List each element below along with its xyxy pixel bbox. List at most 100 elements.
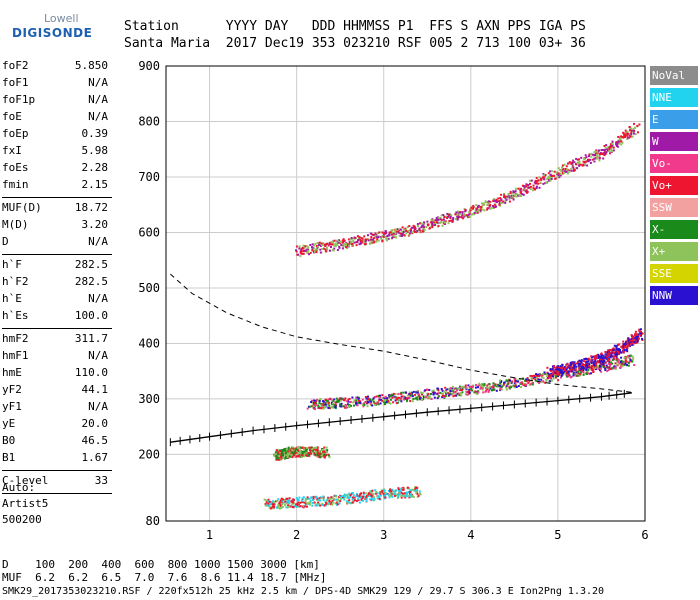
echo-point (548, 179, 551, 182)
echo-point (323, 446, 326, 449)
echo-point (333, 239, 336, 242)
echo-point (423, 221, 426, 224)
echo-point (391, 396, 394, 399)
echo-point (410, 392, 413, 395)
file-info-footer: SMK29_2017353023210.RSF / 220fx512h 25 k… (2, 586, 605, 597)
echo-point (456, 217, 459, 219)
echo-point (342, 497, 345, 500)
echo-point (558, 372, 561, 375)
param-value: N/A (88, 235, 108, 248)
echo-point (375, 490, 378, 493)
echo-point (288, 497, 291, 500)
echo-point (549, 170, 552, 173)
param-name: fmin (2, 178, 29, 191)
echo-point (409, 394, 412, 397)
echo-point (416, 223, 419, 225)
echo-point (384, 496, 387, 499)
echo-point (512, 198, 515, 201)
echo-point (589, 366, 592, 369)
echo-point (372, 499, 375, 502)
echo-point (569, 376, 572, 379)
echo-point (324, 398, 327, 401)
echo-point (447, 215, 450, 218)
echo-point (287, 450, 290, 453)
echo-point (469, 209, 472, 212)
echo-point (400, 491, 403, 494)
echo-point (436, 392, 439, 395)
echo-point (297, 449, 299, 452)
echo-point (561, 166, 563, 169)
echo-point (568, 161, 571, 164)
echo-point (565, 363, 568, 366)
echo-point (462, 385, 465, 388)
echo-point (301, 454, 304, 457)
echo-point (621, 346, 624, 349)
echo-point (546, 177, 549, 180)
echo-point (355, 495, 358, 498)
echo-point (388, 402, 391, 404)
echo-point (559, 173, 562, 175)
echo-point (276, 506, 279, 509)
echo-point (626, 341, 629, 344)
echo-point (504, 201, 507, 204)
echo-point (621, 141, 624, 144)
echo-point (295, 249, 297, 252)
echo-point (587, 357, 590, 360)
echo-point (572, 168, 575, 171)
echo-point (555, 376, 557, 379)
echo-point (450, 214, 453, 216)
echo-point (518, 193, 521, 196)
echo-point (604, 146, 607, 149)
echo-point (321, 504, 323, 506)
echo-point (456, 218, 459, 221)
echo-point (361, 496, 364, 499)
echo-point (558, 168, 561, 171)
param-name: yF1 (2, 400, 22, 413)
echo-point (567, 162, 570, 165)
echo-point (388, 231, 391, 234)
echo-point (436, 397, 439, 400)
echo-point (402, 228, 405, 231)
echo-point (365, 397, 368, 400)
echo-point (418, 395, 421, 398)
echo-point (421, 393, 423, 396)
echo-point (325, 500, 328, 503)
echo-point (373, 402, 376, 405)
echo-point (502, 383, 505, 386)
echo-point (528, 380, 531, 383)
echo-point (602, 364, 605, 367)
echo-point (372, 400, 375, 403)
echo-point (267, 502, 270, 505)
echo-point (281, 456, 283, 459)
echo-point (553, 170, 556, 173)
echo-point (407, 491, 410, 493)
echo-point (345, 246, 348, 249)
echo-point (447, 222, 450, 225)
echo-point (580, 359, 583, 362)
echo-point (632, 343, 635, 346)
echo-point (544, 174, 547, 176)
echo-point (464, 393, 467, 396)
echo-point (401, 395, 404, 398)
echo-point (485, 201, 488, 204)
echo-point (629, 354, 632, 357)
echo-point (609, 152, 611, 155)
echo-point (280, 455, 282, 458)
echo-point (424, 395, 426, 398)
echo-point (631, 337, 634, 340)
echo-point (560, 169, 563, 172)
echo-point (269, 506, 272, 509)
echo-point (507, 193, 510, 195)
echo-point (552, 377, 555, 380)
echo-point (598, 159, 601, 162)
echo-point (345, 404, 348, 407)
echo-point (609, 349, 612, 351)
echo-point (586, 160, 589, 163)
echo-point (330, 401, 333, 404)
echo-point (599, 369, 601, 372)
echo-point (548, 380, 551, 383)
echo-point (432, 391, 435, 394)
echo-point (331, 496, 334, 499)
echo-point (582, 371, 585, 373)
echo-point (343, 243, 346, 246)
